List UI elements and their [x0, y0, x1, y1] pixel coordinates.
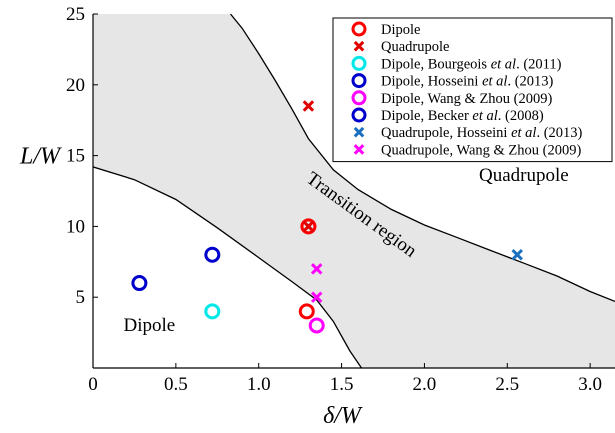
plot-area [93, 14, 615, 368]
legend-label-5: Dipole, Becker et al. (2008) [381, 108, 544, 124]
y-axis-title: L/W [19, 144, 62, 170]
data-point-series-1-0 [302, 100, 315, 112]
lower-boundary-curve [93, 166, 363, 368]
y-tick-label: 5 [76, 287, 86, 308]
data-point-series-3-0 [204, 246, 221, 263]
data-point-series-1-1 [302, 220, 315, 233]
x-tick-label: 1.5 [330, 374, 354, 395]
legend-label-1: Quadrupole [381, 39, 449, 55]
x-tick-label: 2.5 [495, 374, 519, 395]
legend-marker-3 [351, 73, 367, 89]
legend-label-6: Quadrupole, Hosseini et al. (2013) [381, 125, 583, 141]
y-tick-label: 10 [66, 216, 85, 237]
data-markers [131, 100, 523, 334]
data-point-series-2-0 [204, 303, 221, 320]
legend-marker-6 [353, 126, 365, 138]
transition-region-fill [93, 14, 615, 368]
data-point-series-7-1 [310, 291, 323, 303]
x-tick-label: 3.0 [578, 374, 602, 395]
legend-label-0: Dipole [381, 22, 420, 38]
legend-label-7: Quadrupole, Wang & Zhou (2009) [381, 142, 581, 158]
legend-label-2: Dipole, Bourgeois et al. (2011) [381, 56, 562, 72]
legend-marker-0 [351, 21, 367, 37]
legend-marker-4 [351, 90, 367, 106]
y-tick-label: 20 [66, 75, 85, 96]
data-point-series-7-0 [310, 263, 323, 275]
data-point-series-5-0 [131, 275, 148, 292]
axes: 0 0.5 1.0 1.5 2.0 2.5 3.0 5 10 15 20 25 δ/W L/W [19, 4, 615, 429]
x-tick-label: 0 [88, 374, 98, 395]
legend-marker-1 [353, 40, 365, 52]
data-point-series-4-0 [308, 317, 325, 334]
x-tick-label: 1.0 [247, 374, 271, 395]
data-point-series-6-0 [511, 248, 523, 261]
legend-label-3: Dipole, Hosseini et al. (2013) [381, 74, 554, 90]
legend-label-4: Dipole, Wang & Zhou (2009) [381, 91, 553, 107]
legend-marker-5 [351, 107, 367, 123]
legend-box [332, 17, 613, 163]
x-axis-title: δ/W [323, 403, 363, 429]
upper-boundary-curve [229, 14, 615, 303]
x-tick-label: 0.5 [164, 374, 188, 395]
legend-marker-2 [351, 55, 367, 71]
x-tick-label: 2.0 [413, 374, 437, 395]
legend-marker-7 [353, 144, 365, 155]
region-label-1: Quadrupole [479, 165, 569, 186]
y-tick-label: 15 [66, 146, 85, 167]
region-label-0: Dipole [123, 315, 175, 336]
data-point-series-0-1 [300, 218, 317, 235]
data-point-series-0-0 [298, 303, 315, 320]
y-tick-label: 25 [66, 4, 85, 25]
